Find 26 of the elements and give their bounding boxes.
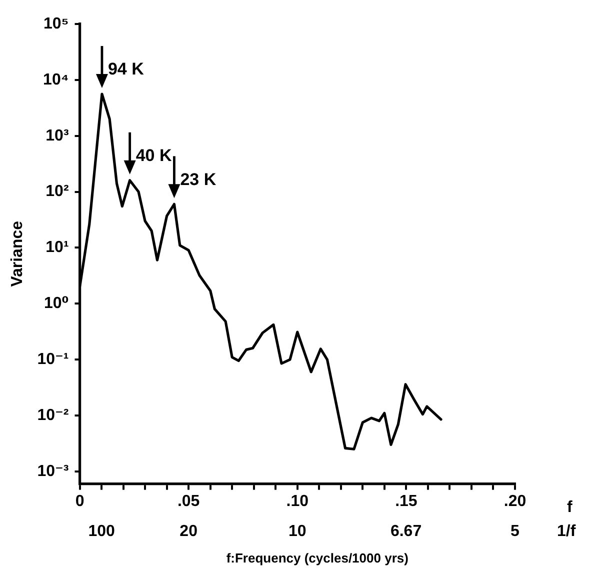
text: 6.67 bbox=[390, 523, 422, 540]
y-tick-label: 10² bbox=[46, 183, 69, 200]
annotation: 40 K bbox=[136, 146, 172, 166]
annotation: 23 K bbox=[180, 170, 217, 189]
y-tick-label: 10⁵ bbox=[43, 15, 69, 32]
x-axis-title: f bbox=[567, 499, 573, 516]
x-tick-label: .15 bbox=[395, 492, 418, 510]
x-tick-label: .10 bbox=[286, 492, 309, 510]
text: 20 bbox=[180, 523, 198, 540]
x-tick-label: .05 bbox=[177, 492, 200, 510]
annotation: 94 K bbox=[108, 60, 145, 79]
y-tick-label: 10³ bbox=[46, 127, 69, 144]
y-tick-label: 10⁴ bbox=[43, 71, 69, 88]
y-tick-label: 10⁻² bbox=[37, 406, 69, 424]
y-tick-label: 10⁻¹ bbox=[37, 350, 69, 368]
text: 10 bbox=[288, 523, 306, 540]
x-tick-label: 0 bbox=[75, 492, 84, 510]
x-tick-label: .20 bbox=[504, 492, 526, 510]
text: 100 bbox=[88, 523, 115, 540]
x2-axis-title: 1/f bbox=[557, 523, 576, 540]
y-axis-title: Variance bbox=[9, 220, 26, 287]
y-tick-label: 10⁻³ bbox=[37, 462, 69, 480]
y-tick-label: 10¹ bbox=[46, 239, 69, 256]
text: 5 bbox=[510, 523, 520, 540]
y-tick-label: 10⁰ bbox=[44, 295, 69, 312]
text: f:Frequency (cycles/1000 yrs) bbox=[226, 550, 408, 566]
